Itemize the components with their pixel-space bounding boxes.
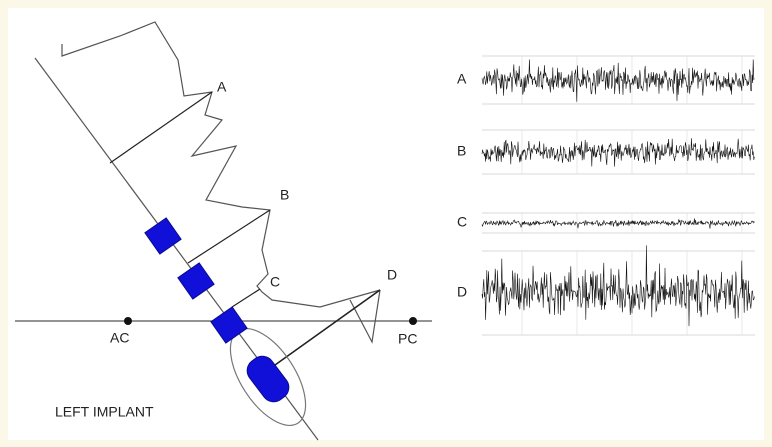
panel [8,8,764,440]
point-label: D [387,267,397,283]
trace-label: A [457,71,467,87]
landmark-label: AC [110,330,129,346]
point-label: C [270,274,280,290]
point-label: B [280,187,289,203]
figure: A B C D AC PC LEFT IMPLANT A B C D [0,0,772,447]
ac-dot [124,317,132,325]
pc-dot [409,317,417,325]
trace-label: C [457,214,467,230]
trace-label: B [457,143,466,159]
trace-label: D [457,284,467,300]
caption: LEFT IMPLANT [55,404,154,420]
landmark-label: PC [398,331,417,347]
point-label: A [217,79,227,95]
